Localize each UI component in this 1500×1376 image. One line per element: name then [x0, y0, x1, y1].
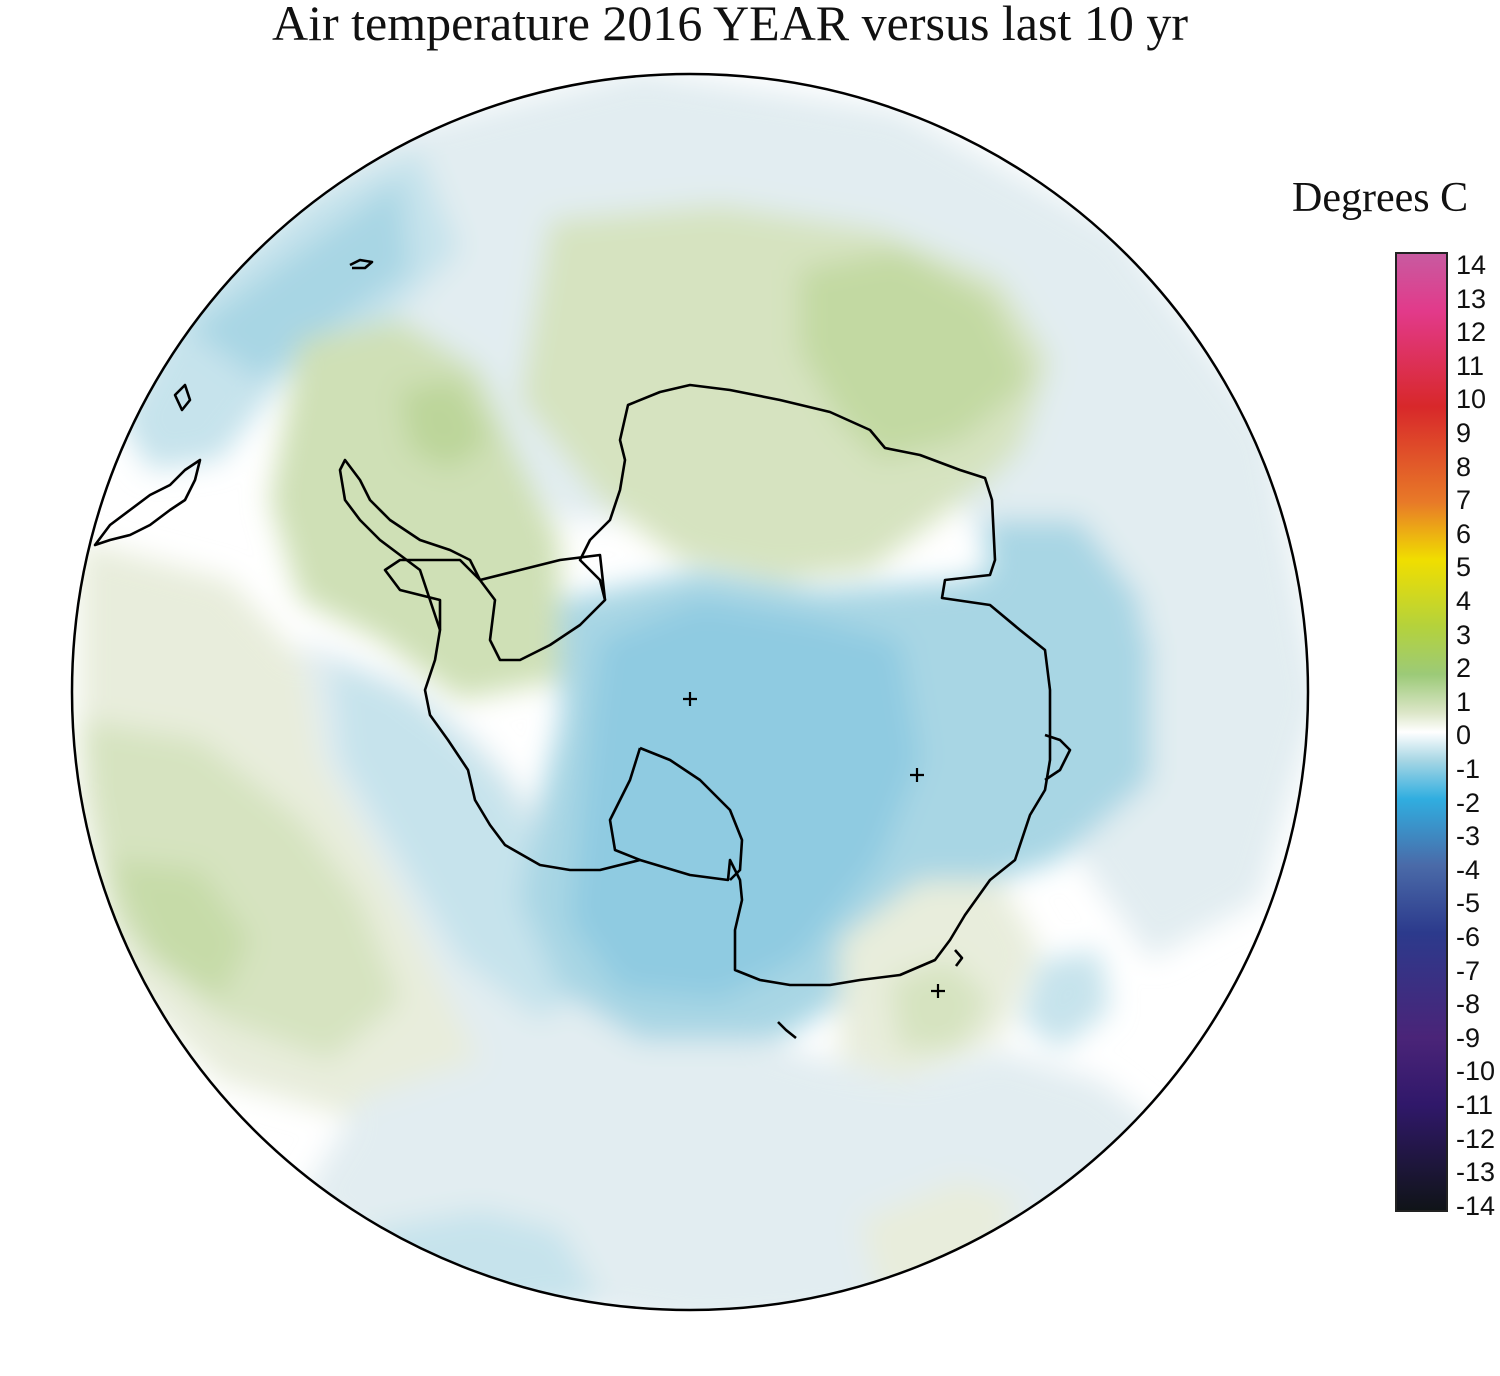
station-marker-1: [683, 692, 697, 706]
green-southeast-core: [890, 960, 990, 1050]
kerguelen-fragment: [954, 949, 964, 967]
ronne-ice-shelf: [479, 553, 607, 601]
antarctic-peninsula: [338, 458, 482, 631]
legend-tick-label: -10: [1456, 1056, 1496, 1087]
legend-tick-label: 10: [1456, 384, 1487, 415]
green-peninsula-core: [400, 380, 490, 470]
temperature-anomaly-map: [70, 72, 1310, 1312]
legend-color-bar: [1395, 252, 1448, 1212]
south-georgia: [349, 258, 374, 270]
balleny-islands: [777, 1021, 797, 1040]
legend-tick-label: -7: [1456, 955, 1481, 986]
green-southwest-core: [110, 860, 250, 1000]
legend-tick-label: 7: [1456, 485, 1472, 516]
legend-tick-label: 5: [1456, 552, 1472, 583]
legend-tick-label: 12: [1456, 317, 1487, 348]
falkland-islands: [173, 383, 192, 412]
legend-tick-label: 9: [1456, 418, 1472, 448]
anomaly-fields: [72, 74, 1308, 1310]
legend-tick-label: 1: [1456, 686, 1472, 717]
map-boundary-circle: [70, 72, 1310, 1312]
legend-tick-label: -9: [1456, 1022, 1481, 1053]
legend-tick-label: -8: [1456, 989, 1481, 1020]
legend-tick-label: -5: [1456, 888, 1481, 919]
legend-tick-label: 8: [1456, 451, 1472, 482]
legend-tick-label: 13: [1456, 283, 1487, 314]
blue-west-shelf-region: [300, 640, 1200, 1310]
legend-tick-label: 6: [1456, 518, 1472, 549]
legend-tick-label: -13: [1456, 1157, 1496, 1188]
blue-northwest-region: [190, 180, 410, 380]
legend-tick-label: 14: [1456, 250, 1487, 280]
ross-ice-shelf-inner: [608, 747, 642, 862]
station-markers: [683, 692, 945, 998]
legend-tick-label: -12: [1456, 1123, 1496, 1154]
south-america-tip: [93, 458, 202, 547]
legend-tick-label: -14: [1456, 1190, 1496, 1221]
legend-units-label: Degrees C: [1292, 175, 1469, 221]
coastline: [93, 258, 1072, 1040]
legend-tick-label: -6: [1456, 922, 1481, 952]
legend-tick-label: 11: [1456, 350, 1485, 381]
green-northeast-region: [800, 250, 1030, 460]
light-blue-west-region: [330, 660, 600, 1020]
legend-tick-label: -2: [1456, 787, 1481, 818]
legend-tick-label: -3: [1456, 821, 1481, 852]
deep-blue-continent-core: [570, 600, 920, 1000]
ross-ice-shelf-edge: [639, 746, 744, 881]
amery-ice-shelf: [1044, 733, 1072, 782]
blue-east-coast-region: [980, 520, 1150, 780]
blue-east-patch: [1020, 950, 1110, 1050]
green-southwest-region: [80, 720, 400, 1060]
legend-tick-label: -11: [1456, 1090, 1494, 1120]
green-peninsula-region: [270, 320, 560, 700]
map-title: Air temperature 2016 YEAR versus last 10…: [272, 0, 1188, 51]
legend-tick-label: 0: [1456, 720, 1472, 751]
station-marker-3: [931, 984, 945, 998]
legend-tick-label: -1: [1456, 754, 1481, 784]
legend-tick-label: 4: [1456, 586, 1472, 616]
antarctica-coastline: [383, 383, 1052, 987]
legend-tick-label: -4: [1456, 854, 1481, 885]
station-marker-2: [910, 768, 924, 782]
legend-tick-label: 3: [1456, 619, 1472, 650]
legend-tick-label: 2: [1456, 653, 1472, 684]
